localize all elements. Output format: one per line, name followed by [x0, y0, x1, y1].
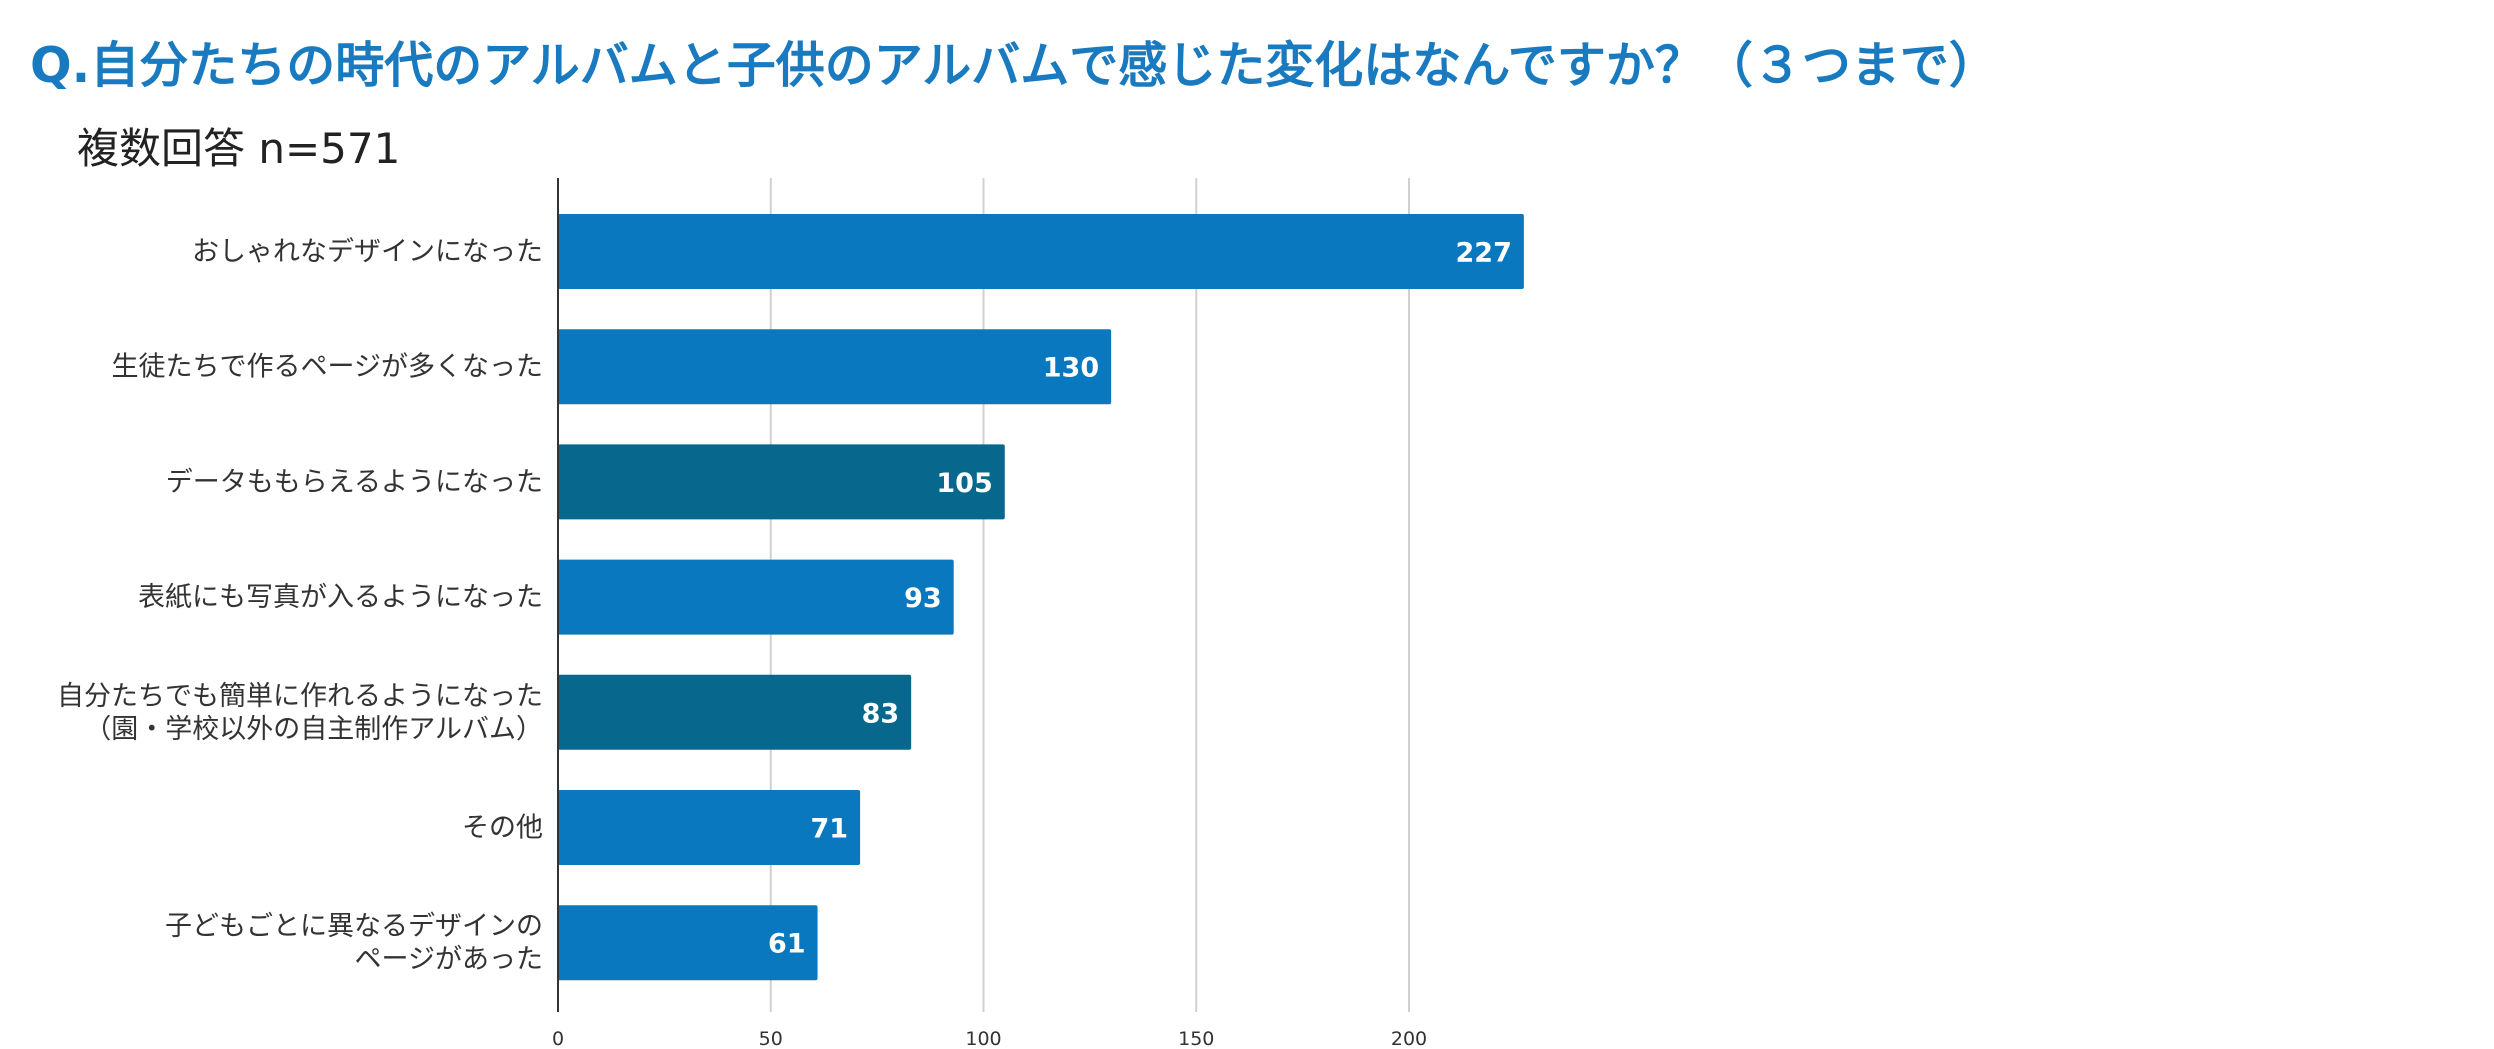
x-tick-label: 150	[1178, 1028, 1214, 1049]
bar-value-label: 61	[768, 929, 806, 960]
bar-value-label: 130	[1043, 353, 1099, 384]
bars	[558, 214, 1524, 981]
x-tick-label: 50	[759, 1028, 783, 1049]
category-label: 生徒たちで作るページが多くなった	[112, 352, 543, 383]
bar	[558, 559, 954, 635]
bar-value-label: 227	[1456, 238, 1512, 269]
x-tick-label: 200	[1391, 1028, 1427, 1049]
category-label: 表紙にも写真が入るようになった	[138, 582, 543, 613]
x-tick-label: 0	[552, 1028, 564, 1049]
bar-value-label: 93	[904, 583, 942, 614]
x-tick-label: 100	[965, 1028, 1001, 1049]
category-label: データももらえるようになった	[166, 467, 543, 498]
category-label: おしゃれなデザインになった	[192, 237, 543, 268]
category-label: その他	[462, 813, 543, 844]
chart-title: Q.自分たちの時代のアルバムと子供のアルバムで感じた変化はなんですか？（３つまで…	[30, 37, 1998, 94]
bar	[558, 444, 1005, 520]
category-label: 自分たちでも簡単に作れるようになった（園・学校以外の自主制作アルバム）	[57, 681, 543, 745]
bar	[558, 214, 1524, 289]
bar	[558, 674, 912, 750]
category-labels: おしゃれなデザインになった生徒たちで作るページが多くなったデータももらえるように…	[57, 237, 543, 976]
bar-value-label: 71	[811, 814, 849, 845]
category-label: 子どもごとに異なるデザインのページがあった	[165, 911, 543, 975]
chart-subtitle: 複数回答 n=571	[77, 124, 401, 173]
bar-value-label: 105	[936, 468, 992, 499]
x-tick-labels: 0 50 100 150 200	[552, 1028, 1427, 1049]
bar	[558, 790, 861, 865]
bar-value-label: 83	[862, 698, 900, 729]
value-labels: 227 130 105 93 83 71 61	[768, 238, 1512, 960]
bar	[558, 329, 1112, 405]
bar	[558, 905, 818, 981]
